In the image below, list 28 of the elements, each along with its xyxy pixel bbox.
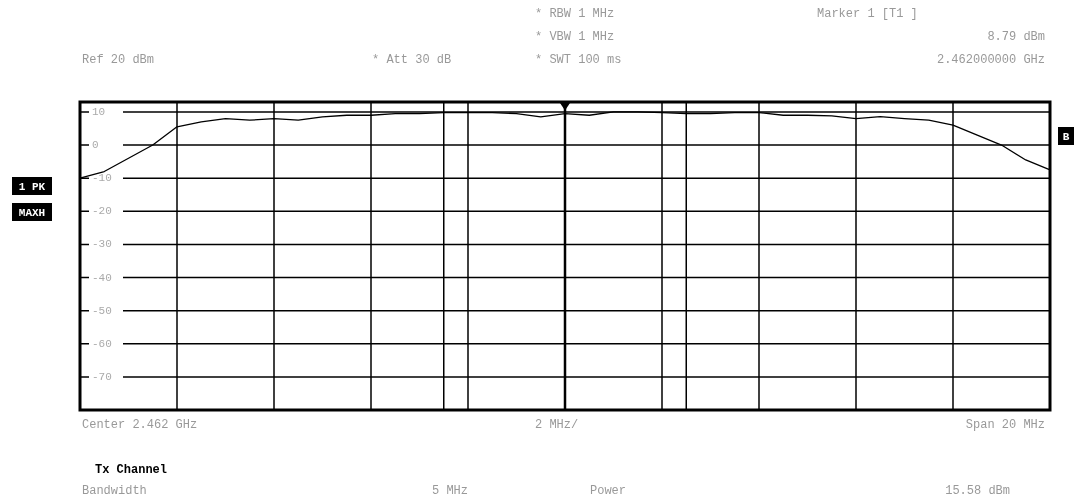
text: 1 PK xyxy=(18,181,46,193)
text: 8.79 dBm xyxy=(987,30,1045,44)
y-tick-label: 0 xyxy=(92,139,99,152)
text: Span 20 MHz xyxy=(965,418,1045,432)
y-tick-label: -60 xyxy=(92,337,112,350)
text: * Att 30 dB xyxy=(372,53,452,67)
text: * RBW 1 MHz xyxy=(535,7,615,21)
text: 2 MHz/ xyxy=(535,418,579,432)
y-tick-label: -70 xyxy=(92,370,112,383)
text: 2.462000000 GHz xyxy=(936,53,1045,67)
text: Ref 20 dBm xyxy=(82,53,155,67)
text: Tx Channel xyxy=(95,463,168,477)
text: Marker 1 [T1 ] xyxy=(817,7,918,21)
text: Power xyxy=(590,484,627,498)
y-tick-label: -30 xyxy=(92,238,112,251)
text: MAXH xyxy=(18,207,46,219)
text: Bandwidth xyxy=(82,484,147,498)
text: B xyxy=(1062,131,1070,143)
y-tick-label: -20 xyxy=(92,205,112,218)
y-tick-label: -50 xyxy=(92,304,112,317)
y-tick-label: -10 xyxy=(92,172,112,185)
text: 5 MHz xyxy=(432,484,469,498)
text: Center 2.462 GHz xyxy=(82,418,198,432)
text: 15.58 dBm xyxy=(945,484,1010,498)
y-tick-label: 10 xyxy=(92,105,106,118)
text: * VBW 1 MHz xyxy=(535,30,615,44)
y-tick-label: -40 xyxy=(92,271,112,284)
text: * SWT 100 ms xyxy=(535,53,622,67)
